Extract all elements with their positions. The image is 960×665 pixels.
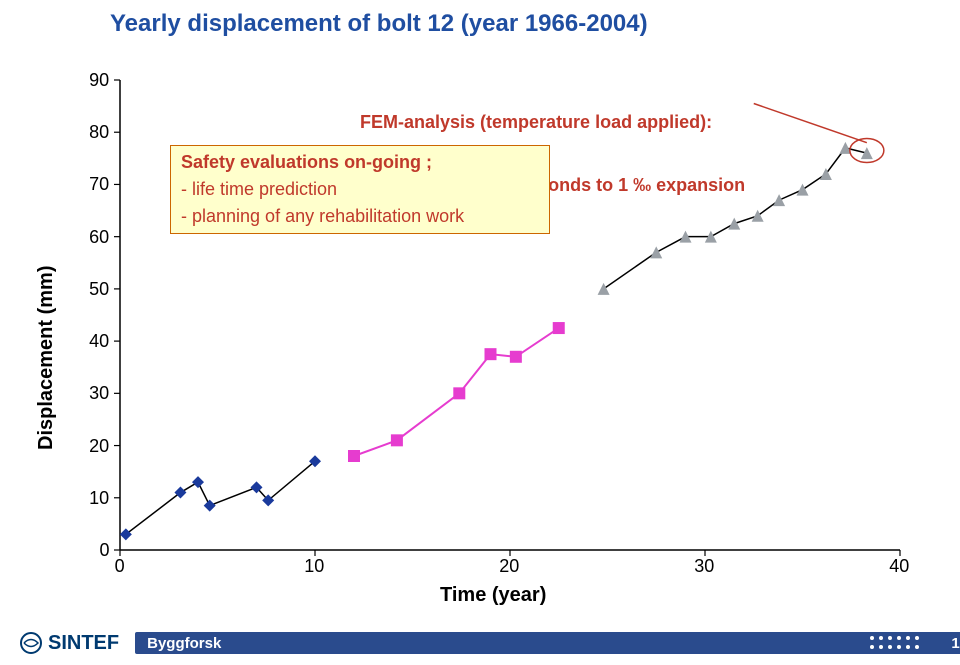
dot-grid-icon — [870, 636, 921, 651]
x-tick-label: 20 — [499, 556, 519, 577]
y-tick-label: 80 — [89, 122, 109, 143]
x-tick-label: 30 — [694, 556, 714, 577]
displacement-chart — [0, 0, 960, 620]
byggforsk-bar: Byggforsk 18 — [135, 632, 960, 654]
y-tick-label: 40 — [89, 331, 109, 352]
x-tick-label: 40 — [889, 556, 909, 577]
y-tick-label: 30 — [89, 383, 109, 404]
footer: SINTEF Byggforsk 18 — [0, 628, 960, 658]
sintef-logo: SINTEF — [20, 632, 119, 655]
y-tick-label: 70 — [89, 174, 109, 195]
y-tick-label: 50 — [89, 279, 109, 300]
y-tick-label: 90 — [89, 70, 109, 91]
x-tick-label: 0 — [115, 556, 125, 577]
byggforsk-text: Byggforsk — [147, 635, 221, 652]
sintef-text: SINTEF — [48, 632, 119, 655]
y-tick-label: 20 — [89, 436, 109, 457]
y-tick-label: 10 — [89, 488, 109, 509]
y-tick-label: 60 — [89, 227, 109, 248]
y-tick-label: 0 — [100, 540, 110, 561]
page-number: 18 — [951, 635, 960, 652]
x-tick-label: 10 — [304, 556, 324, 577]
